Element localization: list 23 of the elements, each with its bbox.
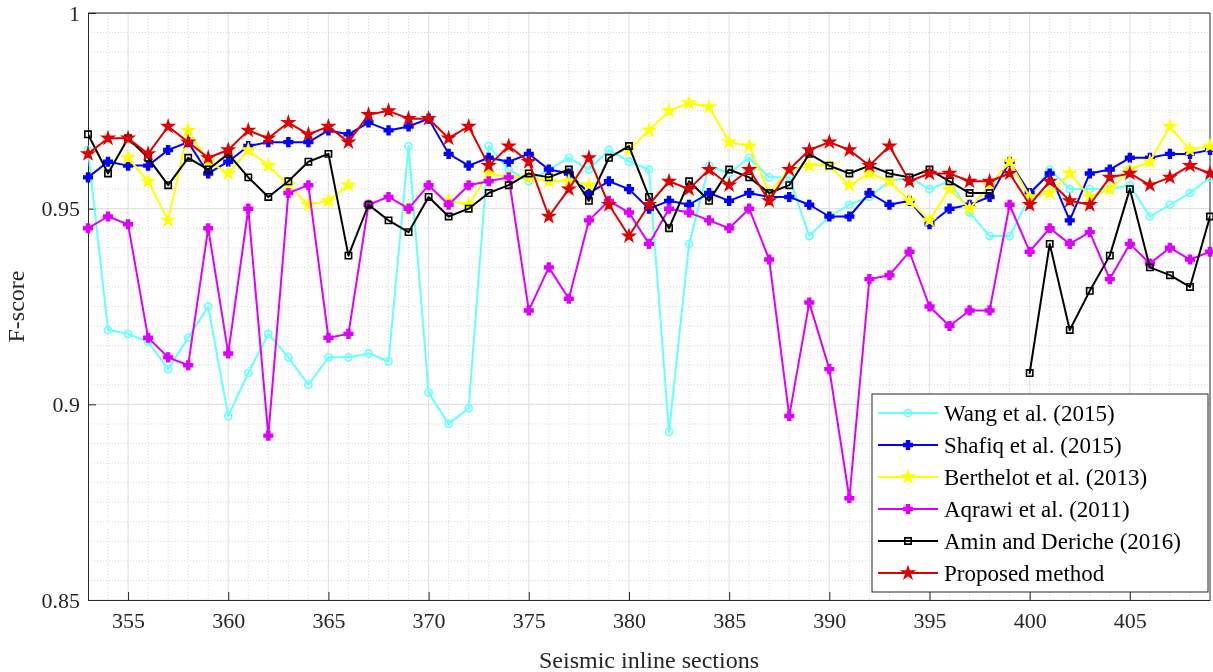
x-tick-label: 360 [212,607,246,633]
x-tick-label: 385 [713,607,747,633]
x-tick-label: 370 [412,607,446,633]
y-axis-title: F-score [3,270,29,343]
x-tick-label: 390 [813,607,847,633]
y-tick-label: 1 [69,0,80,26]
y-tick-label: 0.85 [41,587,80,613]
legend-label: Shafiq et al. (2015) [944,433,1122,458]
legend-label: Wang et al. (2015) [944,401,1115,426]
x-tick-label: 355 [112,607,146,633]
y-tick-label: 0.9 [52,391,80,417]
legend-label: Proposed method [944,561,1105,586]
x-tick-label: 365 [312,607,346,633]
x-tick-label: 400 [1013,607,1047,633]
x-axis-title: Seismic inline sections [539,647,759,672]
x-tick-label: 395 [913,607,947,633]
legend-label: Berthelot et al. (2013) [944,465,1148,490]
legend-label: Aqrawi et al. (2011) [944,497,1130,522]
y-tick-label: 0.95 [41,196,80,222]
x-tick-label: 380 [612,607,646,633]
x-tick-label: 405 [1113,607,1147,633]
x-tick-label: 375 [512,607,546,633]
legend-label: Amin and Deriche (2016) [944,529,1181,554]
